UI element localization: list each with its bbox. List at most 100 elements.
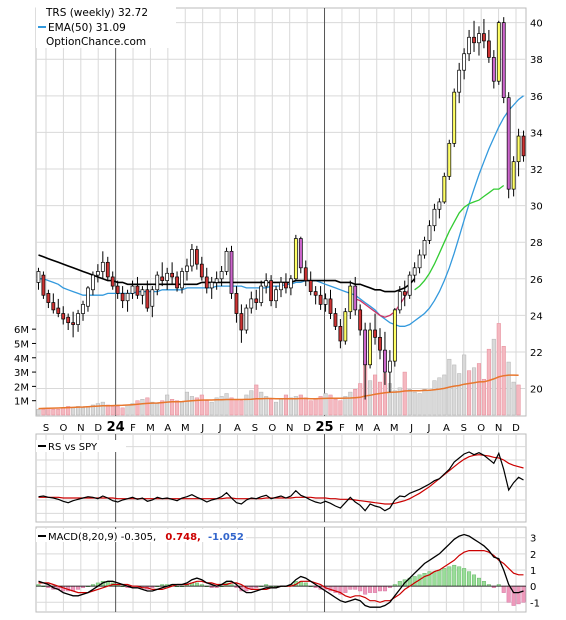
volume-bar [125,404,130,416]
month-label: M [181,423,190,434]
month-label: N [286,423,293,434]
volume-bar [56,409,61,416]
month-label: F [339,423,345,434]
macd-histogram-bar [76,585,81,590]
candle-body [175,276,179,289]
candle-body [110,276,115,287]
volume-bar [66,406,71,416]
month-label: O [477,423,485,434]
candle-body [274,289,278,302]
candle-body [328,298,333,314]
candle-body [130,285,135,294]
candle-body [452,91,457,144]
pane-frame [35,433,527,523]
candle-body [506,97,511,190]
volume-bar [130,403,135,416]
volume-bar [338,400,343,416]
month-label: S [461,423,467,434]
ticker-label: TRS (weekly) 32.72 [45,7,148,19]
volume-bar [179,401,185,416]
volume-tick-label: 1M [14,397,29,408]
month-label: S [252,423,258,434]
volume-bar [51,409,56,416]
volume-bar [486,348,491,416]
volume-bar [170,399,175,416]
moving-average-mid [414,184,505,291]
candle-body [358,309,363,331]
candle-body [422,240,427,256]
volume-bar [392,390,397,416]
candle-body [150,289,155,307]
volume-bar [264,396,269,416]
candle-body [115,285,120,294]
volume-bar [219,396,224,416]
candle-body [194,249,199,265]
candle-body [180,271,184,289]
volume-bar [303,397,308,416]
candle-body [308,280,313,292]
volume-tick-label: 2M [14,382,29,393]
macd-legend-title: MACD(8,20,9) [48,532,118,543]
volume-bar [165,394,170,416]
volume-bar [407,388,412,416]
macd-histogram-bar [348,585,353,590]
candle-body [298,238,303,269]
volume-bar [274,401,279,416]
candle-body [224,250,229,272]
volume-bar [194,397,199,416]
macd-histogram-bar [467,571,472,587]
volume-bar [155,403,160,416]
macd-tick-label: 0 [530,582,536,593]
candle-body [135,285,140,296]
candle-body [264,280,269,287]
candle-body [91,274,95,291]
grid-lines [35,7,527,613]
volume-bar [496,323,501,416]
volume-bar [437,377,442,416]
candle-body [491,57,496,82]
volume-bar [397,387,402,416]
candle-body [100,261,105,272]
candle-body [120,293,125,302]
month-label: A [373,423,380,434]
month-label: J [218,423,222,434]
candle-body [219,271,224,280]
volume-bar [481,378,486,416]
candle-body [477,33,481,44]
candle-body [486,40,491,58]
candle-body [254,298,259,303]
candle-body [343,311,348,342]
candle-body [521,135,526,157]
candle-body [516,135,521,163]
legend-background [36,6,176,48]
rs-legend-label: RS vs SPY [48,442,98,453]
candle-body [472,36,476,44]
volume-bar [283,394,288,416]
volume-bar [150,401,155,416]
volume-bar [120,407,125,416]
candle-body [66,316,71,324]
month-label: M [146,423,155,434]
volume-bar [333,399,338,416]
month-label: D [512,423,520,434]
volume-bar [189,396,194,416]
price-tick-label: 26 [530,275,543,286]
candle-body [388,360,392,373]
candle-body [462,53,467,71]
macd-legend-signal-value: -1.052 [208,532,244,543]
candle-body [239,313,244,331]
volume-bar [90,404,95,416]
pane-frame [35,7,527,417]
volume-bar [254,384,259,416]
price-tick-label: 40 [530,19,543,30]
macd-histogram-bar [412,576,417,587]
candle-body [105,261,110,278]
candle-body [51,302,56,311]
month-label: A [234,423,241,434]
price-tick-label: 34 [530,128,543,139]
macd-histogram-bar [373,585,378,593]
price-tick-label: 32 [530,165,543,176]
macd-line [38,533,524,608]
macd-histogram-bar [382,585,387,592]
